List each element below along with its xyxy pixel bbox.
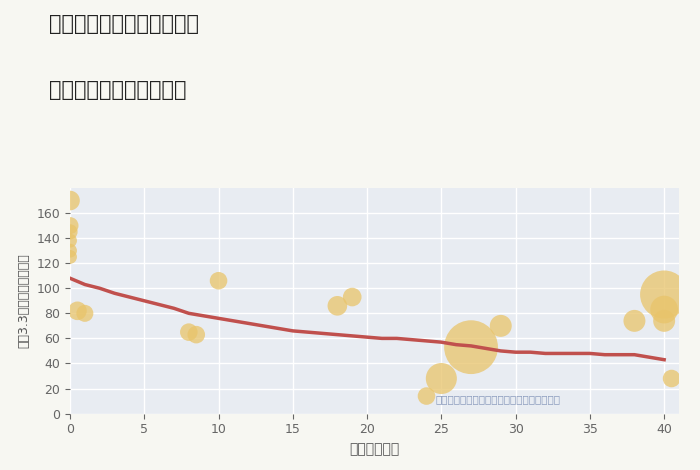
Point <box>666 375 677 382</box>
Point <box>72 307 83 314</box>
Point <box>659 306 670 313</box>
Point <box>346 293 358 301</box>
Point <box>466 344 477 351</box>
Point <box>64 253 76 261</box>
Point <box>183 329 195 336</box>
Text: 奈良県奈良市北之庄西町の: 奈良県奈良市北之庄西町の <box>49 14 199 34</box>
Point <box>64 197 76 204</box>
Text: 円の大きさは、取引のあった物件面積を示す: 円の大きさは、取引のあった物件面積を示す <box>435 395 561 405</box>
Point <box>190 331 202 338</box>
X-axis label: 築年数（年）: 築年数（年） <box>349 442 400 456</box>
Y-axis label: 坪（3.3㎡）単価（万円）: 坪（3.3㎡）単価（万円） <box>18 253 31 348</box>
Point <box>332 302 343 310</box>
Point <box>64 222 76 229</box>
Point <box>64 247 76 254</box>
Point <box>659 291 670 298</box>
Point <box>435 375 447 382</box>
Point <box>79 310 90 317</box>
Point <box>495 322 506 329</box>
Point <box>213 277 224 284</box>
Point <box>659 317 670 325</box>
Point <box>64 228 76 235</box>
Point <box>421 392 432 400</box>
Text: 築年数別中古戸建て価格: 築年数別中古戸建て価格 <box>49 80 186 100</box>
Point <box>629 317 640 325</box>
Point <box>64 237 76 244</box>
